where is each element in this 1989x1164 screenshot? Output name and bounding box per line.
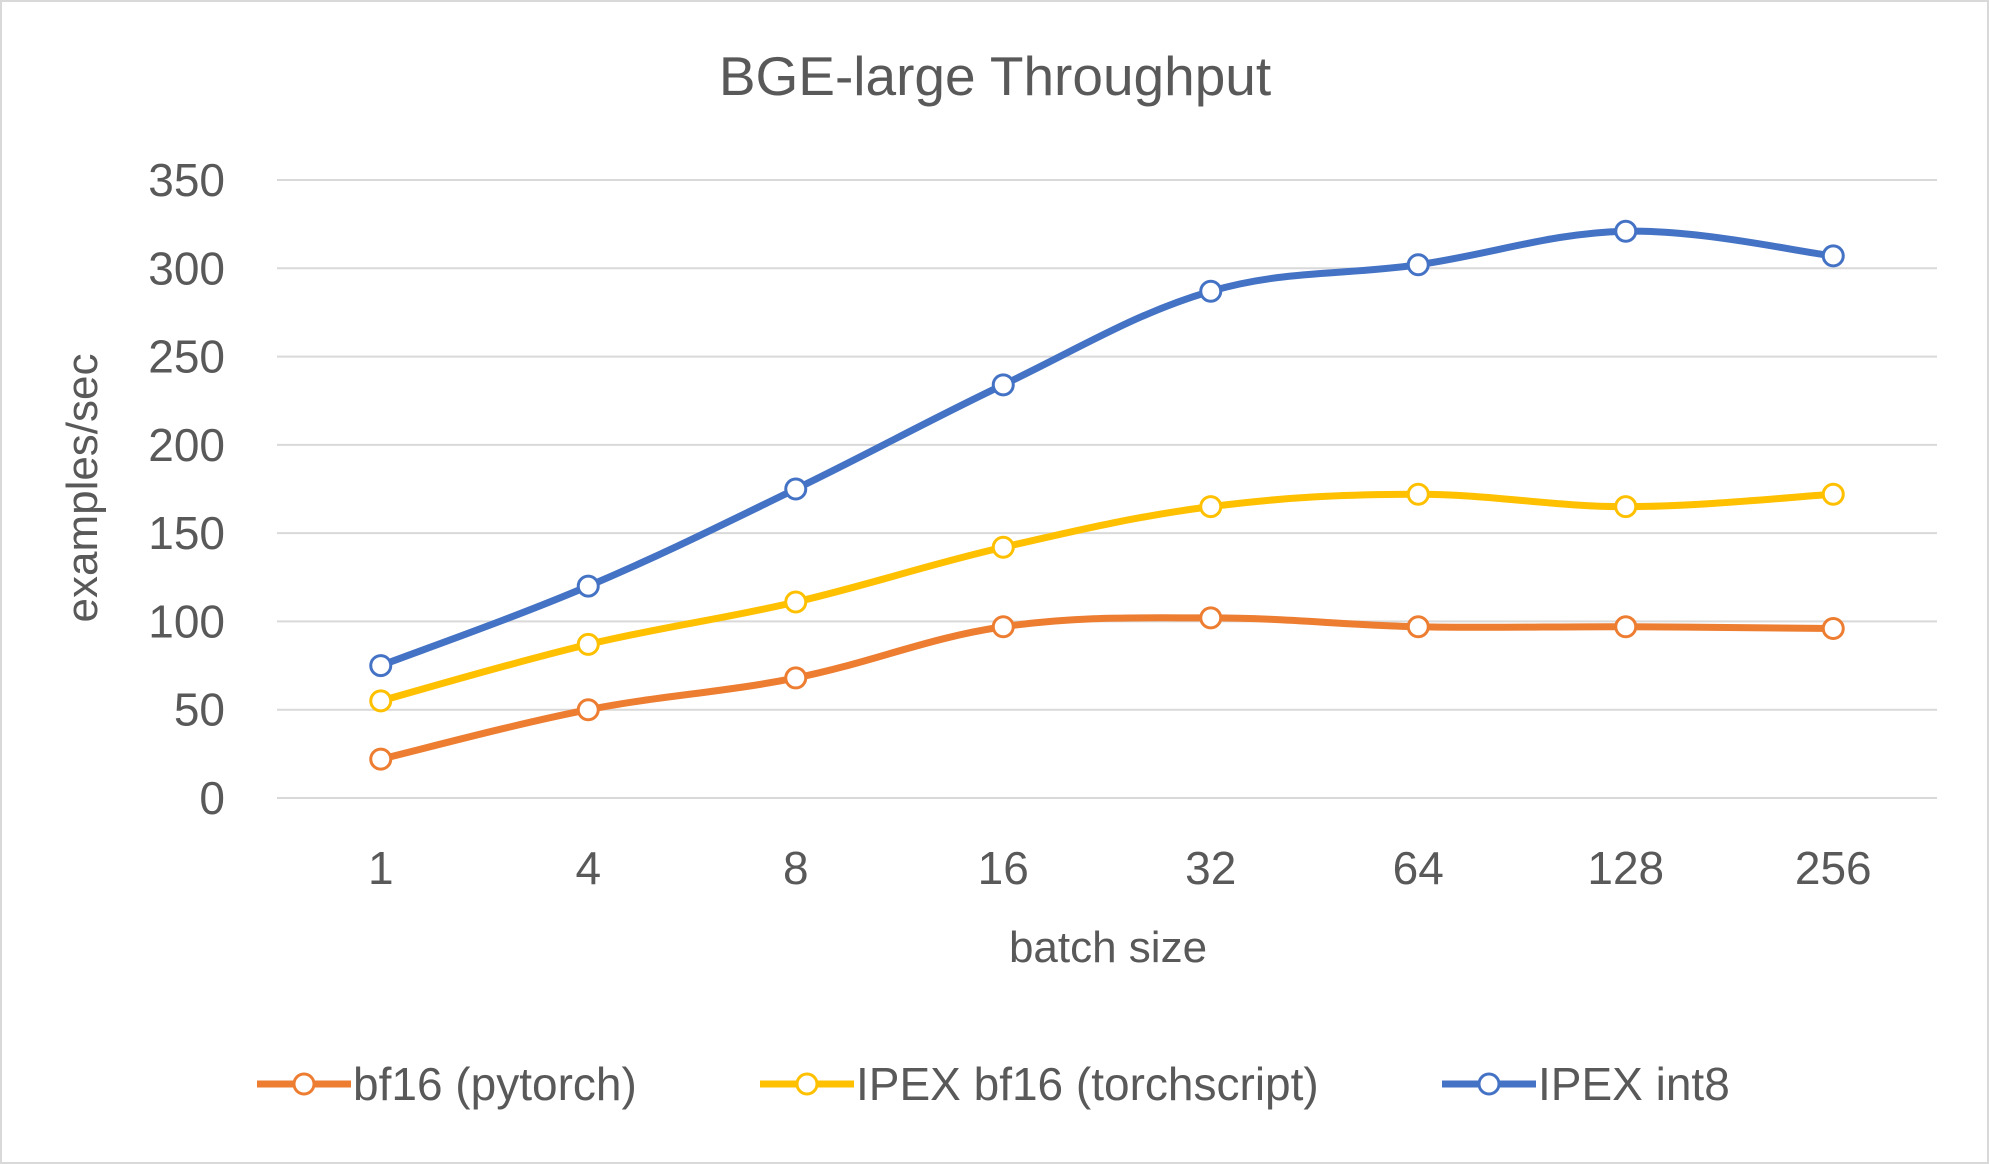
data-point — [1406, 482, 1430, 506]
data-point — [784, 666, 808, 690]
data-point — [369, 689, 393, 713]
series-line — [377, 490, 1837, 705]
data-point — [1614, 219, 1638, 243]
x-axis-title: batch size — [1009, 923, 1207, 972]
x-tick-label: 8 — [783, 842, 809, 894]
series-group — [369, 606, 1845, 771]
series-group — [369, 219, 1845, 678]
x-tick-label: 32 — [1185, 842, 1236, 894]
legend-item: IPEX int8 — [1442, 1058, 1730, 1110]
series-lines — [369, 219, 1845, 771]
series-line — [377, 227, 1837, 670]
x-tick-label: 256 — [1795, 842, 1872, 894]
legend-swatch-marker — [1477, 1072, 1501, 1096]
y-tick-label: 50 — [174, 684, 225, 736]
data-point — [576, 698, 600, 722]
data-point — [991, 535, 1015, 559]
data-point — [991, 615, 1015, 639]
data-point — [1199, 279, 1223, 303]
data-point — [1199, 606, 1223, 630]
y-tick-label: 150 — [148, 507, 225, 559]
legend-item: IPEX bf16 (torchscript) — [760, 1058, 1319, 1110]
y-tick-label: 100 — [148, 595, 225, 647]
data-point — [1821, 244, 1845, 268]
y-tick-label: 250 — [148, 331, 225, 383]
y-tick-label: 200 — [148, 419, 225, 471]
data-point — [369, 747, 393, 771]
legend: bf16 (pytorch) IPEX bf16 (torchscript) IPE… — [257, 1058, 1730, 1110]
y-axis-title: examples/sec — [58, 353, 107, 622]
data-point — [1199, 495, 1223, 519]
data-point — [1406, 615, 1430, 639]
data-point — [1406, 253, 1430, 277]
series-line — [377, 614, 1837, 763]
x-tick-label: 16 — [978, 842, 1029, 894]
legend-label: IPEX bf16 (torchscript) — [856, 1058, 1319, 1110]
y-axis-ticks: 0 50 100 150 200 250 300 350 — [148, 154, 225, 824]
x-tick-label: 128 — [1587, 842, 1664, 894]
data-point — [1821, 482, 1845, 506]
data-point — [784, 477, 808, 501]
data-point — [1821, 616, 1845, 640]
data-point — [576, 574, 600, 598]
data-point — [369, 654, 393, 678]
legend-item: bf16 (pytorch) — [257, 1058, 637, 1110]
data-point — [784, 590, 808, 614]
y-tick-label: 350 — [148, 154, 225, 206]
data-point — [576, 632, 600, 656]
y-tick-label: 0 — [199, 772, 225, 824]
data-point — [1614, 495, 1638, 519]
legend-label: bf16 (pytorch) — [353, 1058, 637, 1110]
x-tick-label: 64 — [1393, 842, 1444, 894]
legend-swatch-marker — [795, 1072, 819, 1096]
x-tick-label: 4 — [575, 842, 601, 894]
chart-title: BGE-large Throughput — [719, 45, 1271, 107]
gridlines — [277, 179, 1937, 799]
legend-label: IPEX int8 — [1538, 1058, 1730, 1110]
data-point — [991, 373, 1015, 397]
x-axis-ticks: 1 4 8 16 32 64 128 256 — [368, 842, 1872, 894]
data-point — [1614, 615, 1638, 639]
x-tick-label: 1 — [368, 842, 394, 894]
legend-swatch-marker — [292, 1072, 316, 1096]
y-tick-label: 300 — [148, 242, 225, 294]
series-group — [369, 482, 1845, 713]
